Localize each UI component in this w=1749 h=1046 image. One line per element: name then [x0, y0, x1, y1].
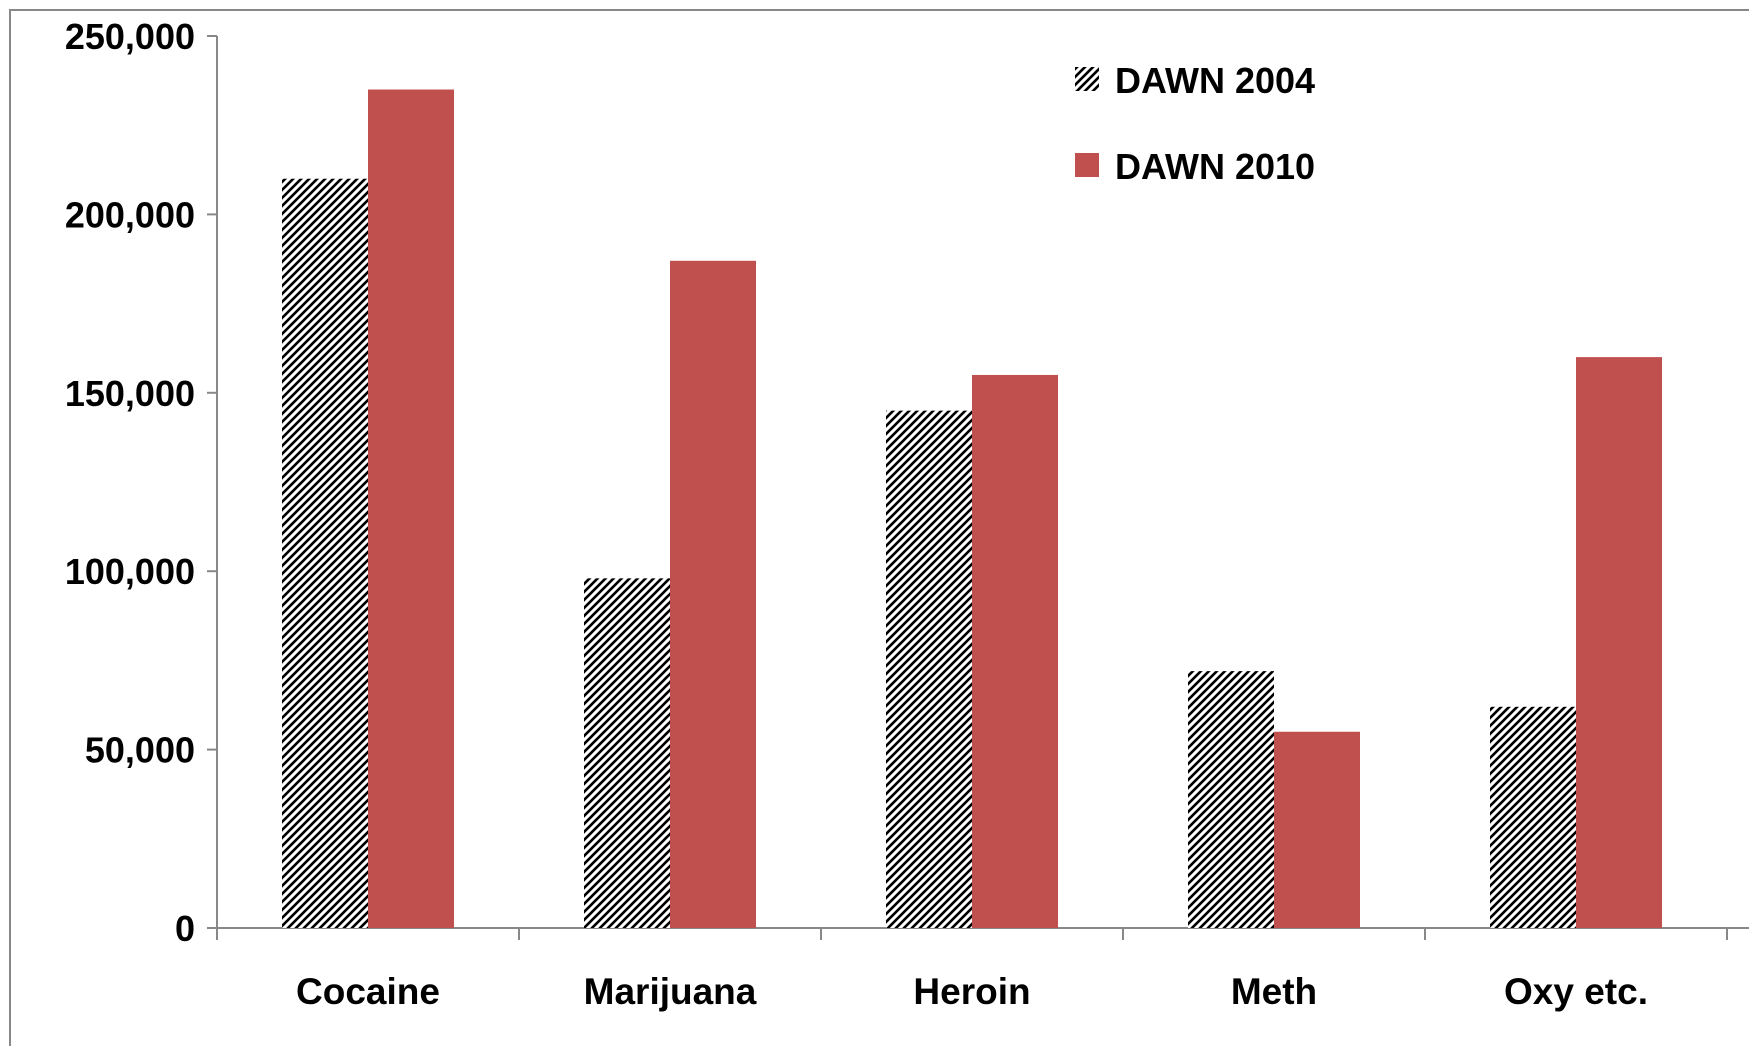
x-axis: Cocaine Marijuana Heroin Meth Oxy etc.: [216, 927, 1749, 1012]
y-tick-label: 100,000: [65, 551, 195, 592]
x-category-label: Meth: [1231, 971, 1317, 1012]
bar-dawn-2004-meth: [1188, 671, 1274, 928]
bars: [282, 89, 1662, 929]
y-tick-label: 150,000: [65, 373, 195, 414]
legend-label: DAWN 2004: [1115, 60, 1315, 101]
legend-label: DAWN 2010: [1115, 146, 1315, 187]
y-axis: 0 50,000 100,000 150,000 200,000 250,000: [65, 16, 218, 949]
legend: DAWN 2004 DAWN 2010: [1075, 60, 1315, 187]
x-category-label: Heroin: [913, 971, 1030, 1012]
bar-dawn-2004-heroin: [886, 410, 972, 928]
bar-dawn-2010-meth: [1274, 731, 1360, 928]
y-tick-label: 200,000: [65, 194, 195, 235]
x-category-label: Cocaine: [296, 971, 440, 1012]
x-category-label: Marijuana: [584, 971, 757, 1012]
bar-dawn-2004-cocaine: [282, 178, 368, 929]
bar-dawn-2010-heroin: [972, 374, 1058, 929]
x-category-label: Oxy etc.: [1504, 971, 1648, 1012]
y-tick-label: 250,000: [65, 16, 195, 57]
bar-dawn-2004-marijuana: [584, 578, 670, 928]
y-tick-label: 0: [175, 908, 195, 949]
bar-dawn-2010-oxy-etc-: [1576, 357, 1662, 928]
y-tick-label: 50,000: [85, 730, 195, 771]
chart-border: [9, 9, 1749, 1046]
legend-swatch: [1075, 153, 1099, 177]
legend-swatch: [1075, 67, 1099, 91]
bar-dawn-2004-oxy-etc-: [1490, 706, 1576, 928]
bar-dawn-2010-marijuana: [670, 260, 756, 928]
bar-dawn-2010-cocaine: [368, 89, 454, 928]
